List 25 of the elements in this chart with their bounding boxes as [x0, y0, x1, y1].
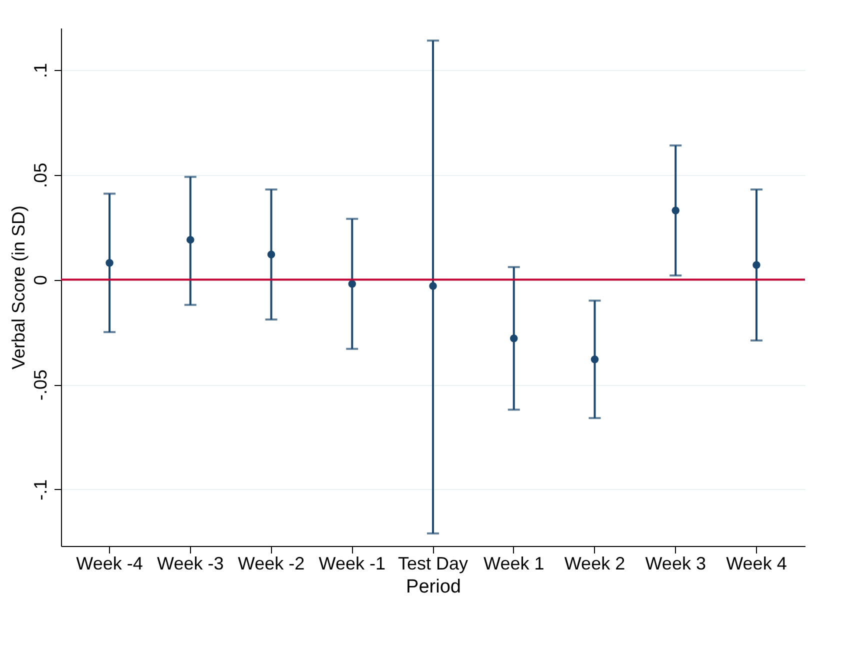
- x-axis-title: Period: [406, 576, 461, 598]
- point: [106, 259, 114, 267]
- x-tick-label: Week 4: [726, 554, 787, 574]
- point: [348, 280, 356, 288]
- point: [186, 236, 194, 244]
- y-tick-label: .05: [30, 162, 50, 188]
- y-tick-label: .1: [30, 62, 50, 78]
- y-tick-label: 0: [30, 275, 50, 286]
- x-tick-label: Week 2: [564, 554, 626, 574]
- point: [510, 334, 518, 342]
- point: [672, 206, 680, 214]
- point: [590, 355, 599, 364]
- y-tick-label: -.05: [30, 370, 50, 401]
- x-tick-label: Week -2: [238, 554, 305, 574]
- y-axis-title: Verbal Score (in SD): [8, 205, 28, 370]
- y-tick-label: -.1: [30, 479, 50, 500]
- x-tick-label: Test Day: [398, 554, 468, 574]
- x-tick-label: Week 1: [484, 554, 544, 574]
- point: [267, 250, 276, 258]
- point: [752, 261, 760, 269]
- x-tick-label: Week -1: [318, 554, 386, 574]
- x-tick-label: Week -3: [157, 554, 224, 574]
- point: [429, 282, 437, 290]
- x-tick-label: Week -4: [76, 554, 143, 574]
- x-tick-label: Week 3: [645, 554, 706, 574]
